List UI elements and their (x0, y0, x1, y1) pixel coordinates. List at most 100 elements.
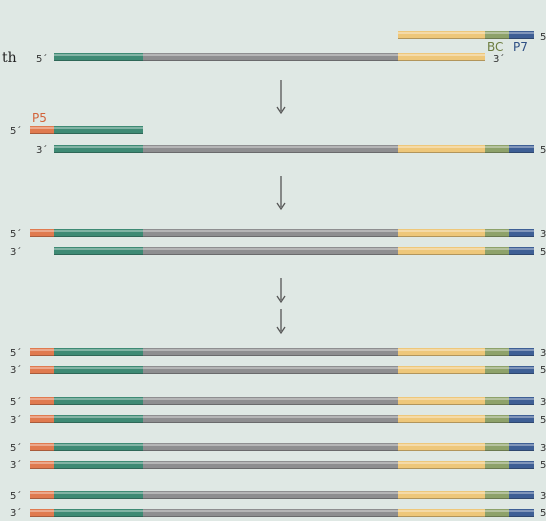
down-arrow-icon (276, 309, 286, 335)
insert-end-segment-edge (54, 450, 143, 451)
insert-end-segment (54, 397, 143, 405)
barcode-segment-highlight (485, 510, 509, 512)
p5-segment-edge (30, 516, 54, 517)
p7-segment (509, 491, 534, 499)
p5-segment-edge (30, 373, 54, 374)
adapter-segment-highlight (398, 510, 485, 512)
insert-end-segment (54, 53, 143, 61)
barcode-segment-highlight (485, 416, 509, 418)
insert-end-segment-highlight (54, 462, 143, 464)
barcode-segment-highlight (485, 146, 509, 148)
p7-segment-edge (509, 355, 534, 356)
insert-segment-highlight (143, 398, 398, 400)
insert-end-segment-highlight (54, 127, 143, 129)
p7-label: P7 (513, 40, 528, 54)
insert-end-segment-edge (54, 236, 143, 237)
p7-segment (509, 31, 534, 39)
p7-segment-highlight (509, 398, 534, 400)
insert-end-segment-highlight (54, 444, 143, 446)
p7-segment-highlight (509, 230, 534, 232)
p7-segment (509, 348, 534, 356)
insert-segment (143, 53, 398, 61)
p5-segment (30, 509, 54, 517)
insert-segment-highlight (143, 146, 398, 148)
three-prime-label: 3´ (10, 246, 21, 258)
three-prime-label: 3´ (10, 507, 21, 519)
p7-segment (509, 397, 534, 405)
barcode-segment-edge (485, 498, 509, 499)
insert-end-segment-edge (54, 468, 143, 469)
p5-segment-highlight (30, 492, 54, 494)
adapter-segment-edge (398, 516, 485, 517)
p5-segment-edge (30, 498, 54, 499)
adapter-segment-edge (398, 38, 485, 39)
insert-end-segment-highlight (54, 54, 143, 56)
p7-segment-edge (509, 498, 534, 499)
p5-segment-edge (30, 133, 54, 134)
insert-end-segment-highlight (54, 349, 143, 351)
barcode-segment-highlight (485, 398, 509, 400)
adapter-segment-edge (398, 468, 485, 469)
insert-segment-edge (143, 498, 398, 499)
insert-end-segment (54, 461, 143, 469)
p5-segment-highlight (30, 462, 54, 464)
adapter-segment-edge (398, 404, 485, 405)
p5-segment-highlight (30, 398, 54, 400)
barcode-segment (485, 491, 509, 499)
adapter-segment-highlight (398, 398, 485, 400)
barcode-segment (485, 461, 509, 469)
insert-end-segment (54, 415, 143, 423)
barcode-segment (485, 229, 509, 237)
insert-end-segment (54, 247, 143, 255)
barcode-segment-edge (485, 236, 509, 237)
barcode-segment-highlight (485, 32, 509, 34)
p5-segment (30, 366, 54, 374)
p5-segment-edge (30, 468, 54, 469)
p5-segment-highlight (30, 367, 54, 369)
p5-segment-highlight (30, 510, 54, 512)
partial-word-text: th (2, 50, 17, 66)
insert-segment-edge (143, 355, 398, 356)
p5-segment (30, 397, 54, 405)
adapter-segment (398, 491, 485, 499)
p7-segment-highlight (509, 146, 534, 148)
insert-segment-highlight (143, 444, 398, 446)
insert-end-segment (54, 509, 143, 517)
p7-segment (509, 443, 534, 451)
three-prime-edge-label: 3 (540, 491, 546, 502)
insert-end-segment-highlight (54, 398, 143, 400)
barcode-segment-highlight (485, 230, 509, 232)
five-prime-label: 5´ (10, 228, 21, 240)
adapter-segment (398, 247, 485, 255)
barcode-segment-edge (485, 468, 509, 469)
insert-segment-edge (143, 516, 398, 517)
adapter-segment-highlight (398, 444, 485, 446)
barcode-segment (485, 397, 509, 405)
three-prime-edge-label: 3 (540, 348, 546, 359)
p5-segment-edge (30, 404, 54, 405)
p5-segment (30, 229, 54, 237)
insert-segment (143, 229, 398, 237)
insert-segment-highlight (143, 492, 398, 494)
three-prime-edge-label: 3 (540, 229, 546, 240)
adapter-segment (398, 397, 485, 405)
insert-segment-edge (143, 373, 398, 374)
adapter-segment-highlight (398, 230, 485, 232)
p5-segment (30, 491, 54, 499)
p7-segment-edge (509, 236, 534, 237)
three-prime-edge-label: 3 (540, 397, 546, 408)
p5-segment-highlight (30, 444, 54, 446)
p5-segment-highlight (30, 416, 54, 418)
insert-end-segment-highlight (54, 248, 143, 250)
down-arrow-icon (276, 80, 286, 115)
five-prime-label: 5´ (36, 53, 47, 65)
five-prime-edge-label: 5 (540, 247, 546, 258)
p7-segment (509, 229, 534, 237)
barcode-segment (485, 247, 509, 255)
p5-segment-edge (30, 236, 54, 237)
five-prime-edge-label: 5 (540, 365, 546, 376)
p7-segment (509, 366, 534, 374)
barcode-segment-edge (485, 254, 509, 255)
barcode-segment-edge (485, 38, 509, 39)
p7-segment-highlight (509, 416, 534, 418)
